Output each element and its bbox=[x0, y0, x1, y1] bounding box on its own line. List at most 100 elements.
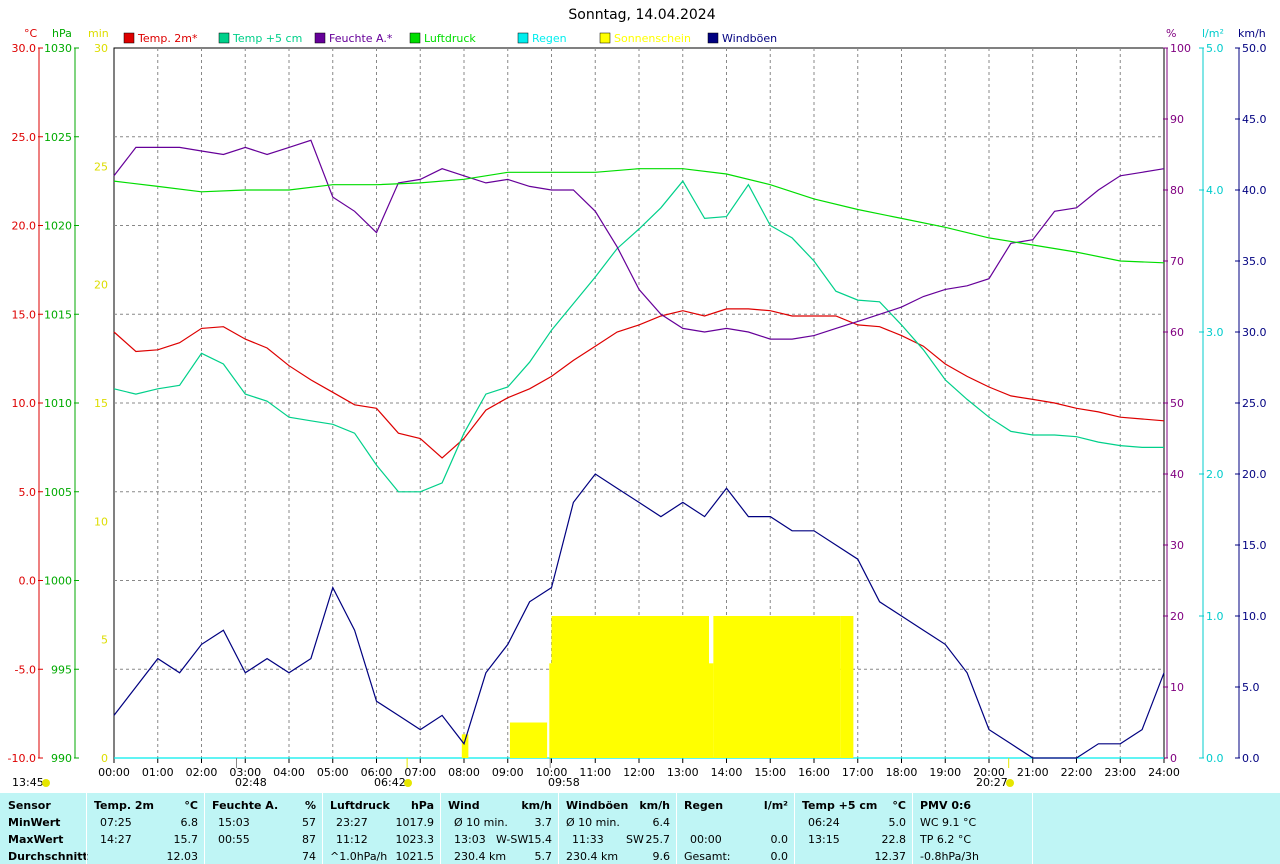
gust-tick-label: 40.0 bbox=[1242, 184, 1267, 197]
gusts-max-time: 11:33 bbox=[572, 833, 604, 846]
time-tick-label: 13:00 bbox=[667, 766, 699, 779]
humidity-tick-label: 10 bbox=[1170, 681, 1184, 694]
rain-tick-label: 1.0 bbox=[1206, 610, 1224, 623]
humidity-tick-label: 0 bbox=[1170, 752, 1177, 765]
row-label-min: MinWert bbox=[8, 816, 61, 829]
row-label-max: MaxWert bbox=[8, 833, 64, 846]
legend-item: Temp +5 cm bbox=[218, 32, 302, 45]
sun-tick-label: 30 bbox=[94, 42, 108, 55]
weather-chart: Sonntag, 14.04.2024 Temp. 2m* Temp +5 cm F… bbox=[8, 7, 1267, 789]
legend-label: Temp. 2m* bbox=[137, 32, 198, 45]
time-tick-label: 22:00 bbox=[1061, 766, 1093, 779]
col-pressure-unit: hPa bbox=[410, 799, 434, 812]
time-tick-label: 23:00 bbox=[1104, 766, 1136, 779]
sunshine-bar bbox=[509, 722, 548, 758]
rain-max-time: 00:00 bbox=[690, 833, 722, 846]
pressure-tick-label: 1010 bbox=[44, 397, 72, 410]
legend-label: Sonnenschein bbox=[614, 32, 691, 45]
legend-item: Sonnenschein bbox=[599, 32, 691, 45]
time-tick-label: 18:00 bbox=[886, 766, 918, 779]
gusts-avg10-value: 6.4 bbox=[652, 816, 671, 829]
time-tick-label: 14:00 bbox=[711, 766, 743, 779]
temp-tick-label: 30.0 bbox=[12, 42, 37, 55]
gust-tick-label: 30.0 bbox=[1242, 326, 1267, 339]
col-wind-header: Wind bbox=[448, 799, 480, 812]
moonrise-time: 13:45 bbox=[12, 776, 44, 789]
time-tick-label: 08:00 bbox=[448, 766, 480, 779]
col-gusts: Windböen km/h Ø 10 min. 6.4 11:33 SW 25.… bbox=[558, 793, 676, 864]
gust-tick-label: 0.0 bbox=[1242, 752, 1260, 765]
rain-total-label: Gesamt: bbox=[684, 850, 731, 863]
time-tick-label: 07:00 bbox=[404, 766, 436, 779]
col-wind: Wind km/h Ø 10 min. 3.7 13:03 W-SW 15.4 … bbox=[440, 793, 558, 864]
temp2m-min-value: 6.8 bbox=[180, 816, 199, 829]
col-pressure-header: Luftdruck bbox=[330, 799, 390, 812]
legend-item: Regen bbox=[517, 32, 567, 45]
pressure-avg: 1021.5 bbox=[395, 850, 435, 863]
wind-max-direction: W-SW bbox=[496, 833, 529, 846]
temp-tick-label: 10.0 bbox=[12, 397, 37, 410]
pressure-tick-label: 1025 bbox=[44, 131, 72, 144]
gust-tick-label: 20.0 bbox=[1242, 468, 1267, 481]
gust-tick-label: 15.0 bbox=[1242, 539, 1267, 552]
gust-tick-label: 50.0 bbox=[1242, 42, 1267, 55]
sun-tick-label: 25 bbox=[94, 160, 108, 173]
chart-title: Sonntag, 14.04.2024 bbox=[568, 7, 715, 23]
temp5cm-avg: 12.37 bbox=[874, 850, 907, 863]
gust-tick-label: 25.0 bbox=[1242, 397, 1267, 410]
rain-tick-label: 0.0 bbox=[1206, 752, 1224, 765]
wind-max-time: 13:03 bbox=[454, 833, 486, 846]
sun-tick-label: 15 bbox=[94, 397, 108, 410]
col-humidity: Feuchte A. % 15:03 57 00:55 87 74 bbox=[204, 793, 322, 864]
legend-swatch bbox=[599, 32, 611, 44]
gust-tick-label: 5.0 bbox=[1242, 681, 1260, 694]
pressure-tick-label: 1015 bbox=[44, 308, 72, 321]
col-temp5cm-header: Temp +5 cm bbox=[802, 799, 878, 812]
row-label-sensor: Sensor bbox=[8, 799, 51, 812]
col-pressure: Luftdruck hPa 23:27 1017.9 11:12 1023.3 … bbox=[322, 793, 440, 864]
humidity-tick-label: 100 bbox=[1170, 42, 1191, 55]
sun-moon-markers: 13:45 02:48 06:42 09:58 20:27 bbox=[12, 758, 1014, 789]
time-tick-label: 19:00 bbox=[929, 766, 961, 779]
time-tick-label: 15:00 bbox=[754, 766, 786, 779]
sunrise-time: 06:42 bbox=[374, 776, 406, 789]
temp-tick-label: 25.0 bbox=[12, 131, 37, 144]
sun-tick-label: 5 bbox=[101, 634, 108, 647]
pressure-tick-label: 1000 bbox=[44, 575, 72, 588]
gust-tick-label: 10.0 bbox=[1242, 610, 1267, 623]
temp2m-min-time: 07:25 bbox=[100, 816, 132, 829]
humidity-tick-label: 30 bbox=[1170, 539, 1184, 552]
col-temp5cm: Temp +5 cm °C 06:24 5.0 13:15 22.8 12.37 bbox=[794, 793, 912, 864]
humidity-avg: 74 bbox=[302, 850, 316, 863]
humidity-min-time: 15:03 bbox=[218, 816, 250, 829]
rain-tick-label: 5.0 bbox=[1206, 42, 1224, 55]
humidity-tick-label: 40 bbox=[1170, 468, 1184, 481]
legend-item: Windböen bbox=[707, 32, 777, 45]
time-tick-label: 16:00 bbox=[798, 766, 830, 779]
legend-swatch bbox=[409, 32, 421, 44]
sun-tick-label: 10 bbox=[94, 515, 108, 528]
pressure-tick-label: 995 bbox=[51, 663, 72, 676]
gusts-distance: 230.4 km bbox=[566, 850, 619, 863]
col-rain-header: Regen bbox=[684, 799, 724, 812]
time-tick-label: 17:00 bbox=[842, 766, 874, 779]
pressure-tick-label: 1005 bbox=[44, 486, 72, 499]
humidity-tick-label: 70 bbox=[1170, 255, 1184, 268]
series bbox=[113, 139, 1165, 759]
col-rain: Regen l/m² 00:00 0.0 Gesamt: 0.0 bbox=[676, 793, 794, 864]
gust-tick-label: 45.0 bbox=[1242, 113, 1267, 126]
rain-max-value: 0.0 bbox=[770, 833, 789, 846]
col-temp5cm-unit: °C bbox=[892, 799, 906, 812]
temp-tick-label: 0.0 bbox=[19, 575, 37, 588]
rain-axis-unit: l/m² bbox=[1202, 27, 1224, 40]
time-tick-label: 11:00 bbox=[579, 766, 611, 779]
time-tick-label: 03:00 bbox=[229, 766, 261, 779]
rain-tick-label: 3.0 bbox=[1206, 326, 1224, 339]
col-rain-unit: l/m² bbox=[763, 799, 788, 812]
col-gusts-header: Windböen bbox=[566, 799, 629, 812]
temp-tick-label: 15.0 bbox=[12, 308, 37, 321]
rain-tick-label: 2.0 bbox=[1206, 468, 1224, 481]
col-pmv-header: PMV 0:6 bbox=[920, 799, 972, 812]
series-line-temp-2m bbox=[113, 308, 1165, 459]
legend-label: Luftdruck bbox=[424, 32, 476, 45]
